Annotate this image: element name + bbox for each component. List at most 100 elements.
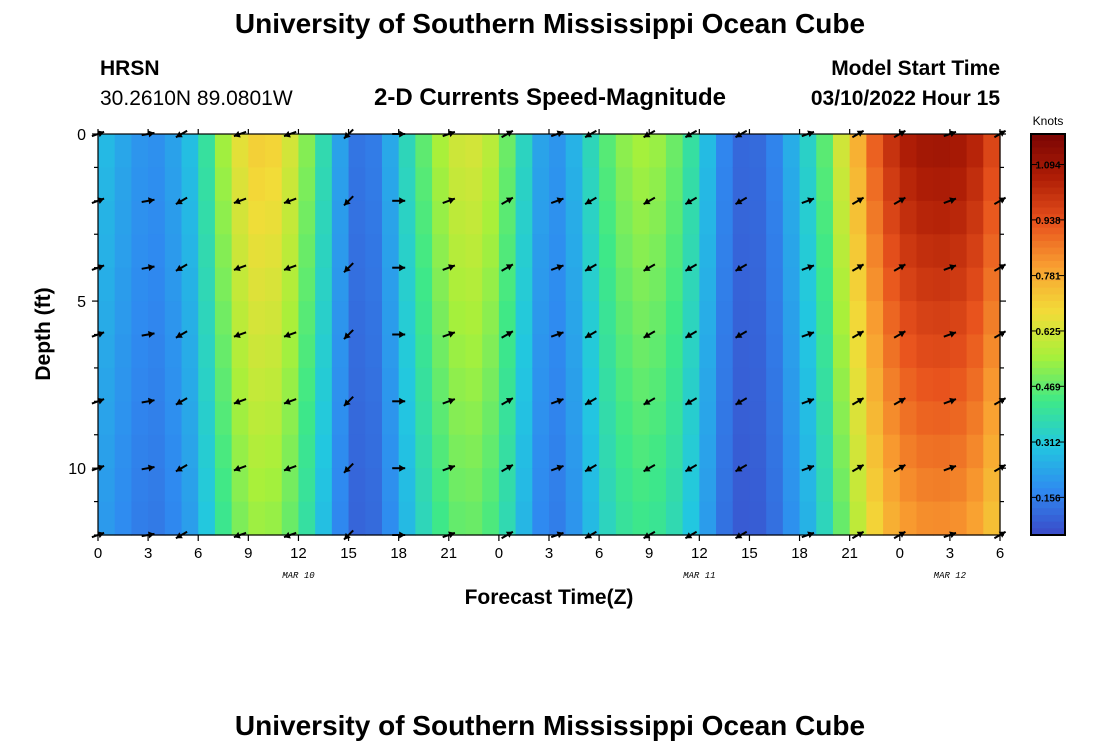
current-vector: [550, 331, 564, 338]
heatmap-cell: [665, 200, 684, 235]
current-vector: [734, 330, 748, 339]
heatmap-cell: [766, 367, 784, 402]
heatmap-cell: [315, 167, 333, 202]
heatmap-cell: [131, 367, 149, 402]
heatmap-cell: [398, 434, 416, 469]
heatmap-cell: [348, 334, 366, 369]
heatmap-cell: [315, 434, 333, 469]
heatmap-cell: [265, 334, 283, 369]
heatmap-cell: [298, 234, 316, 269]
heatmap-cell: [699, 167, 717, 202]
colorbar-segment: [1031, 428, 1065, 436]
heatmap-cell: [983, 200, 1001, 235]
heatmap-cell: [599, 401, 617, 436]
heatmap-cell: [933, 501, 951, 536]
current-vector: [893, 330, 906, 339]
heatmap-cell: [265, 367, 283, 402]
current-vector: [801, 197, 815, 205]
heatmap-cell: [665, 334, 684, 369]
heatmap-cell: [482, 434, 500, 469]
current-vector: [801, 331, 815, 338]
heatmap-cell: [732, 401, 751, 436]
heatmap-cell: [298, 200, 316, 235]
heatmap-cell: [615, 334, 634, 369]
colorbar-segment: [1031, 307, 1065, 316]
heatmap-cell: [816, 200, 834, 235]
heatmap-cell: [549, 401, 567, 436]
heatmap-cell: [883, 167, 901, 202]
current-vector: [442, 397, 456, 405]
heatmap-cell: [682, 301, 700, 336]
heatmap-cell: [482, 367, 500, 402]
heatmap-cell: [365, 301, 383, 336]
heatmap-cell: [632, 334, 650, 369]
heatmap-cell: [916, 468, 934, 503]
heatmap-cell: [766, 301, 784, 336]
x-axis: 0 3 6 9 12 15 18 21 0 3 6 9 12 15 18 21 0 3 6 MAR 10 MAR 11 M…: [94, 129, 1004, 581]
heatmap-cell: [398, 200, 416, 235]
heatmap-cell: [699, 234, 717, 269]
current-vector: [684, 397, 698, 406]
heatmap-cell: [231, 200, 249, 235]
heatmap-cell: [348, 301, 366, 336]
heatmap-cell: [782, 434, 801, 469]
colorbar-segment: [1031, 441, 1065, 449]
current-vector: [442, 464, 456, 472]
heatmap-cell: [832, 367, 851, 402]
heatmap-cell: [782, 301, 801, 336]
heatmap-cell: [214, 267, 233, 302]
current-vector: [141, 197, 155, 205]
colorbar-segment: [1031, 267, 1065, 275]
heatmap-cell: [749, 367, 767, 402]
heatmap-cell: [348, 468, 366, 503]
heatmap-cell: [482, 501, 500, 536]
heatmap-cell: [899, 468, 918, 503]
heatmap-cell: [432, 267, 450, 302]
heatmap-cell: [98, 134, 116, 169]
current-vector: [893, 397, 906, 406]
heatmap-cell: [498, 134, 517, 169]
current-vector: [643, 196, 656, 205]
current-vector: [584, 263, 597, 272]
heatmap-cell: [465, 367, 483, 402]
heatmap-cell: [198, 334, 216, 369]
footer-title: University of Southern Mississippi Ocean…: [234, 710, 866, 741]
heatmap-cell: [582, 334, 600, 369]
heatmap-cell: [131, 468, 149, 503]
heatmap-cell: [432, 401, 450, 436]
heatmap-cell: [565, 134, 583, 169]
heatmap-cell: [315, 334, 333, 369]
heatmap-cell: [849, 401, 867, 436]
heatmap-cell: [766, 267, 784, 302]
heatmap-cell: [398, 401, 416, 436]
heatmap-cell: [799, 167, 817, 202]
x-tick-label: 21: [440, 545, 457, 562]
heatmap-cell: [716, 334, 734, 369]
x-tick-label: 9: [244, 545, 252, 562]
heatmap-cell: [749, 401, 767, 436]
heatmap-cell: [649, 434, 667, 469]
heatmap-cell: [782, 267, 801, 302]
station-coordinates: 30.2610N 89.0801W: [100, 87, 293, 110]
heatmap-cell: [816, 267, 834, 302]
model-start-label: Model Start Time: [831, 57, 1000, 80]
colorbar-tick-label: 1.094: [1035, 161, 1060, 172]
heatmap-cell: [749, 234, 767, 269]
heatmap-cell: [766, 401, 784, 436]
heatmap-cell: [532, 200, 550, 235]
heatmap-cell: [916, 334, 934, 369]
heatmap-cell: [482, 167, 500, 202]
y-tick-label: 10: [68, 461, 86, 478]
heatmap-cell: [732, 434, 751, 469]
heatmap-cell: [114, 267, 132, 302]
heatmap-cell: [899, 267, 918, 302]
heatmap-cell: [716, 468, 734, 503]
current-vector: [283, 464, 297, 472]
heatmap-cell: [916, 501, 934, 536]
x-tick-label: 6: [194, 545, 202, 562]
heatmap-cell: [482, 234, 500, 269]
heatmap-cell: [899, 200, 918, 235]
heatmap-cell: [281, 301, 300, 336]
heatmap-cell: [883, 301, 901, 336]
heatmap-cell: [415, 234, 433, 269]
